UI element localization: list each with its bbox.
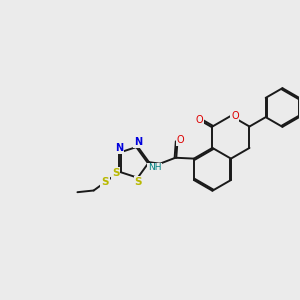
Text: O: O <box>195 115 203 125</box>
Text: N: N <box>115 143 123 153</box>
Text: O: O <box>177 136 184 146</box>
Text: N: N <box>134 137 142 148</box>
Text: S: S <box>112 168 119 178</box>
Text: S: S <box>135 177 142 187</box>
Text: O: O <box>231 111 238 121</box>
Text: NH: NH <box>148 163 162 172</box>
Text: S: S <box>101 177 109 187</box>
